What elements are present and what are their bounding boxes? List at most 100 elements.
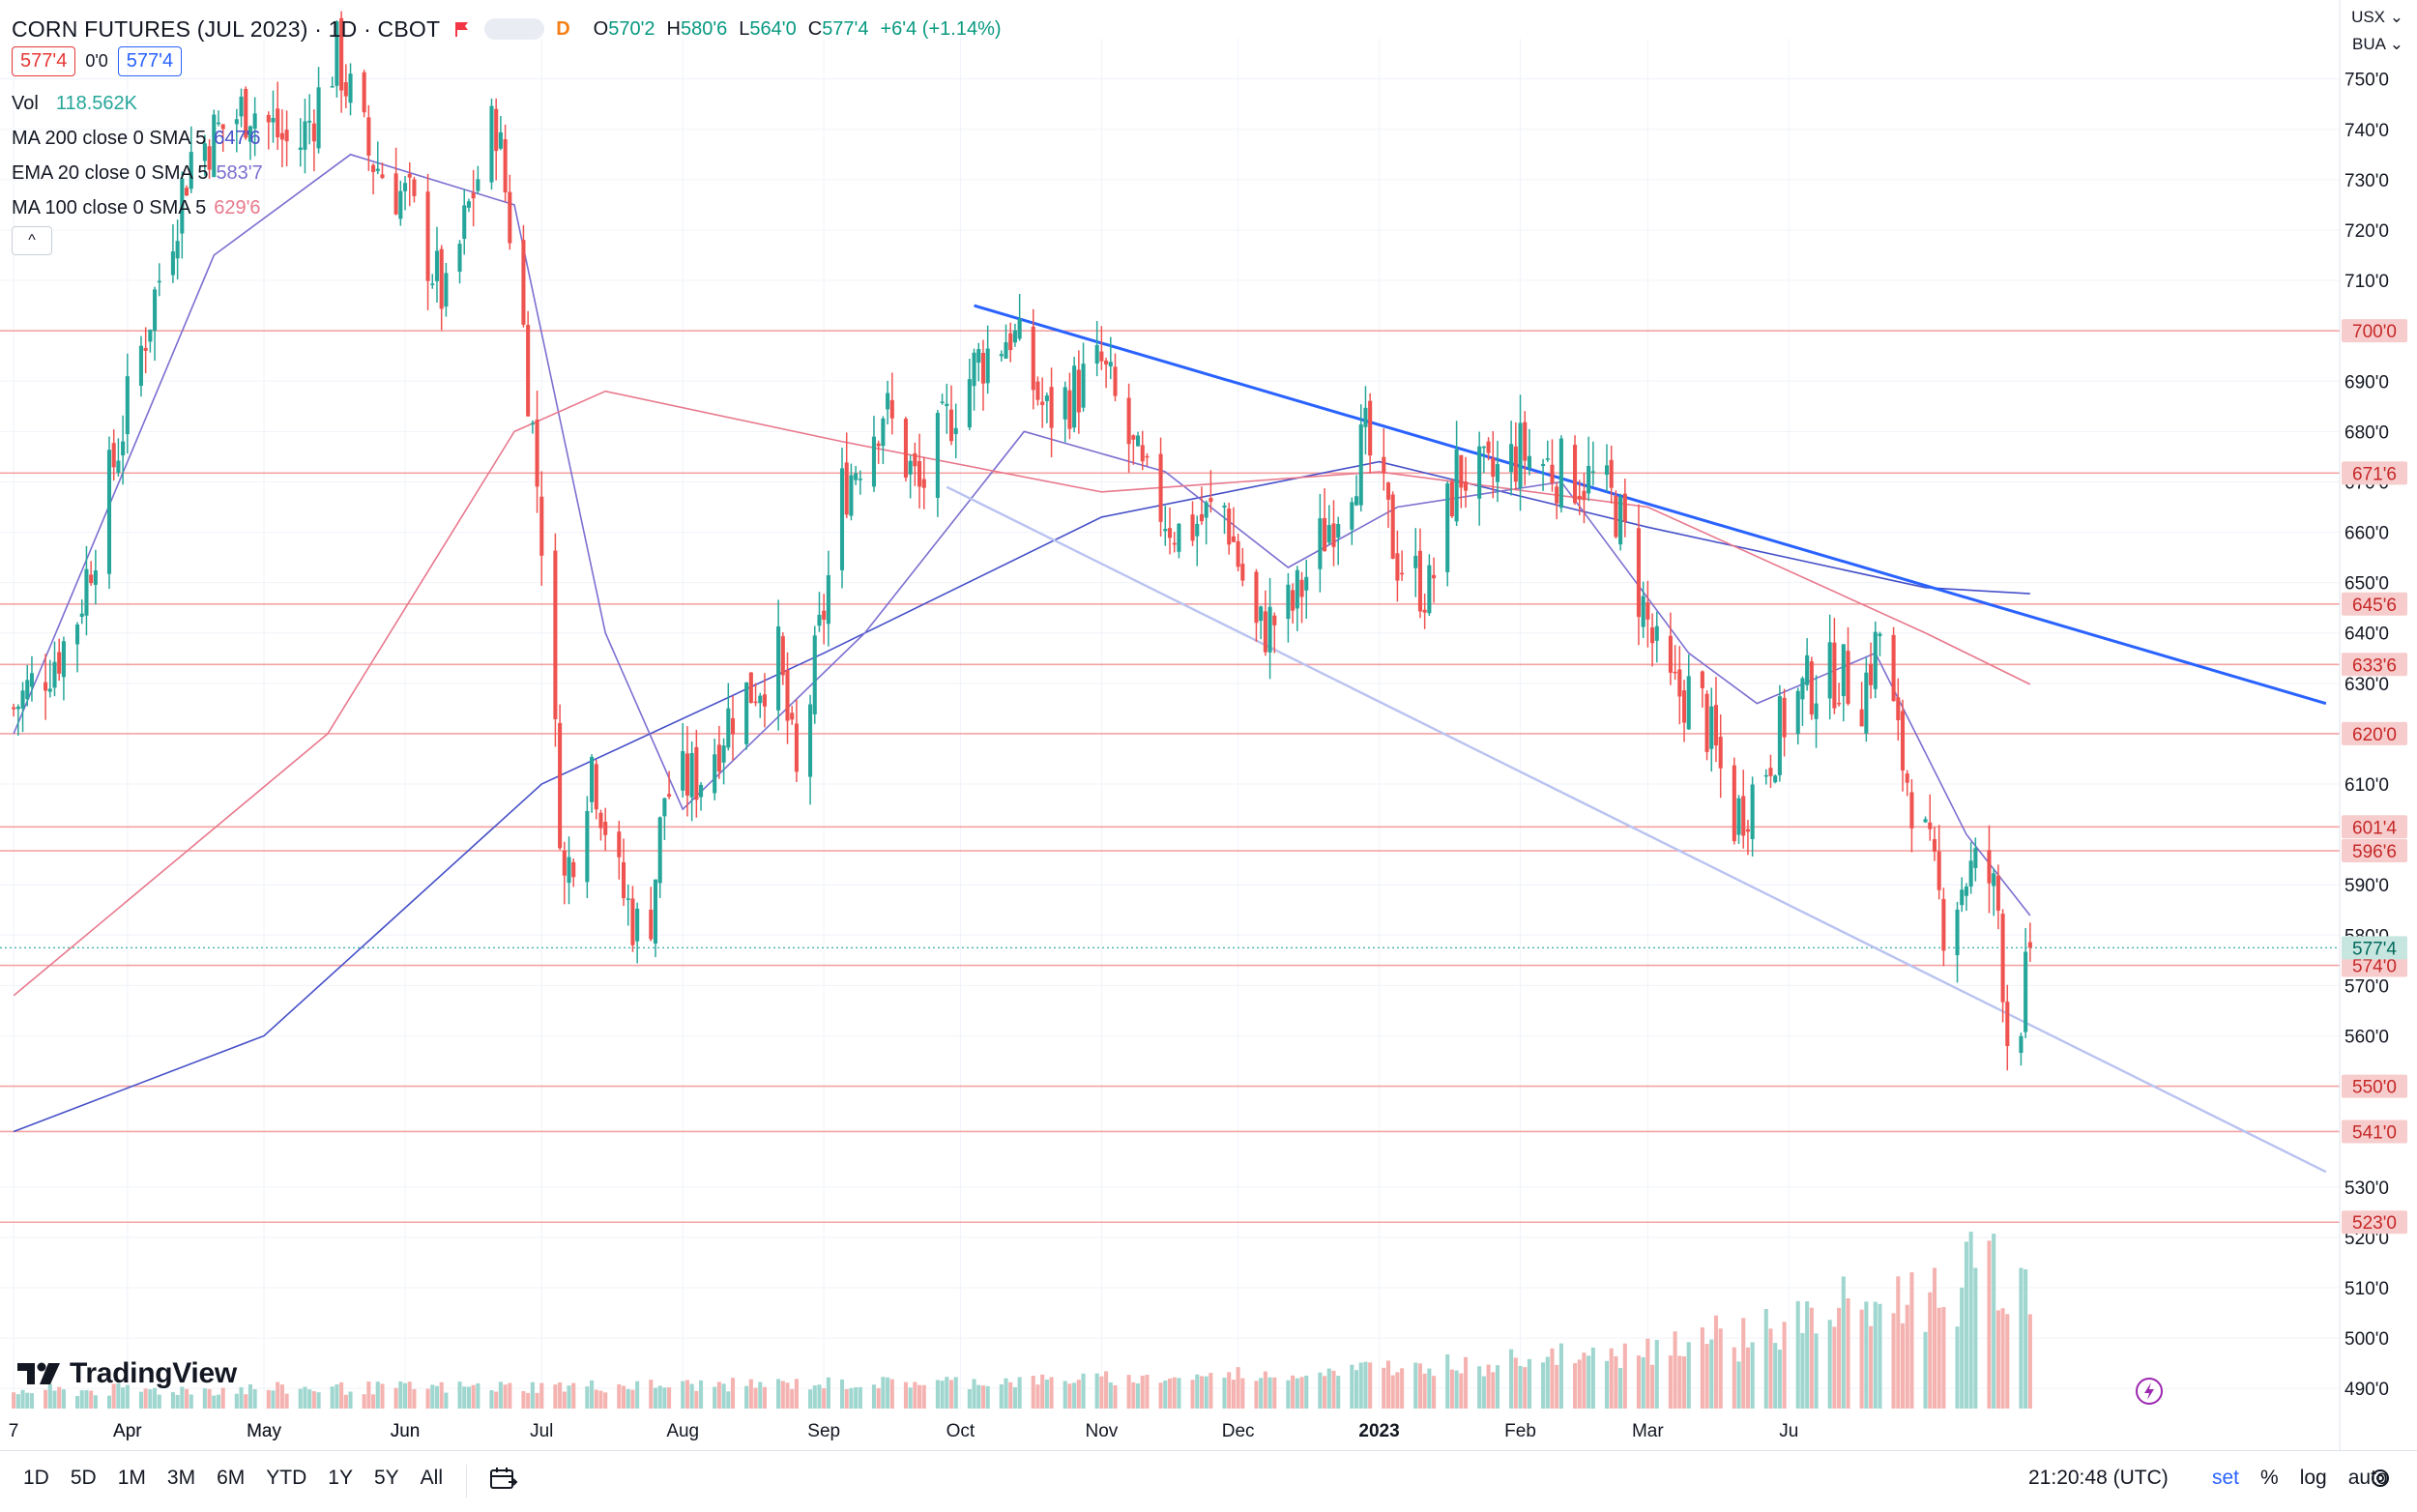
lightning-icon[interactable] (2135, 1377, 2164, 1406)
volume-bar (61, 1389, 66, 1409)
high-value: 580'6 (680, 17, 728, 40)
scale-options: set % log auto (2212, 1467, 2388, 1490)
scale-option-auto[interactable]: auto (2347, 1467, 2388, 1489)
volume-bar (1236, 1367, 1240, 1409)
candle-body (362, 72, 366, 113)
timeframe-1d[interactable]: 1D (23, 1467, 49, 1489)
volume-bar (748, 1379, 753, 1409)
volume-bar (25, 1392, 30, 1409)
collapse-legend-button[interactable]: ^ (12, 226, 52, 255)
candle-body (170, 251, 175, 276)
candle-body (1896, 697, 1901, 720)
candle-body (412, 179, 417, 196)
volume-bar (1099, 1376, 1104, 1409)
candle-body (871, 436, 877, 487)
candle-body (111, 443, 116, 468)
candle-body (948, 409, 954, 442)
candle-body (393, 173, 398, 215)
scale-option-log[interactable]: log (2299, 1467, 2327, 1489)
candle-body (1846, 651, 1850, 704)
candle-body (343, 82, 348, 97)
volume-bar (1358, 1362, 1363, 1409)
volume-bar (175, 1394, 180, 1409)
volume-bar (1995, 1310, 2000, 1409)
indicator-label: EMA 20 close 0 SMA 5 (12, 162, 209, 184)
order-boxes: 577'4 0'0 577'4 (12, 46, 183, 76)
candle-body (780, 636, 785, 676)
candle-body (157, 280, 161, 283)
candle-body (1614, 495, 1618, 538)
volume-bar (393, 1387, 398, 1409)
volume-bar (1891, 1313, 1896, 1409)
timeframe-1m[interactable]: 1M (117, 1467, 146, 1489)
candle-body (380, 174, 385, 179)
candle-body (1673, 671, 1677, 674)
volume-bar (1677, 1355, 1682, 1409)
volume-bar (1390, 1375, 1395, 1409)
indicator-ma100[interactable]: MA 100 close 0 SMA 5 629'6 (12, 197, 261, 219)
candle-body (1323, 517, 1327, 552)
flag-icon[interactable] (453, 20, 471, 38)
volume-bar (303, 1386, 307, 1409)
volume-bar (366, 1381, 371, 1409)
indicator-ema20[interactable]: EMA 20 close 0 SMA 5 583'7 (12, 162, 263, 185)
candle-body (790, 712, 795, 720)
level-price-label: 541'0 (2352, 1122, 2397, 1143)
scale-option-set[interactable]: set (2212, 1467, 2240, 1489)
candle-body (1454, 449, 1459, 522)
volume-bar (1354, 1370, 1359, 1409)
timeframe-5d[interactable]: 5D (70, 1467, 97, 1489)
volume-bar (1459, 1373, 1464, 1409)
candle-body (945, 403, 949, 407)
candle-body (1113, 366, 1118, 396)
timeframe-all[interactable]: All (420, 1467, 443, 1489)
candle-body (143, 347, 148, 351)
volume-bar (1622, 1343, 1627, 1409)
volume-bar (808, 1389, 813, 1409)
candle-body (999, 354, 1004, 357)
tradingview-logo[interactable]: TradingView (15, 1357, 237, 1390)
gear-icon[interactable] (2367, 1465, 2394, 1492)
calendar-range-icon[interactable] (487, 1465, 518, 1494)
candle-body (20, 690, 25, 709)
symbol-title[interactable]: CORN FUTURES (JUL 2023) · 1D · CBOT (12, 15, 441, 42)
timeframe-1y[interactable]: 1Y (328, 1467, 353, 1489)
scale-option-percent[interactable]: % (2260, 1467, 2279, 1489)
unit-selector[interactable]: BUA ⌄ (2352, 35, 2403, 53)
candle-body (1891, 634, 1896, 702)
candle-body (716, 744, 721, 772)
volume-bar (439, 1381, 444, 1409)
volume-bar (380, 1383, 385, 1409)
candle-body (744, 682, 749, 744)
market-status-pill[interactable] (484, 18, 545, 40)
timeframe-ytd[interactable]: YTD (266, 1467, 307, 1489)
time-tick-label: Dec (1222, 1421, 1255, 1441)
timeframe-6m[interactable]: 6M (217, 1467, 246, 1489)
timeframe-5y[interactable]: 5Y (373, 1467, 399, 1489)
level-price-badge (2342, 815, 2407, 839)
candle-body (1049, 387, 1054, 428)
indicator-volume[interactable]: Vol 118.562K (12, 93, 137, 115)
indicator-value: 647'6 (214, 128, 261, 149)
candle-body (1572, 445, 1578, 504)
candle-body (1518, 422, 1523, 488)
volume-bar (362, 1394, 366, 1409)
volume-bar (1896, 1276, 1901, 1409)
volume-bar (1750, 1342, 1755, 1409)
buy-price-box[interactable]: 577'4 (117, 46, 183, 76)
sell-price-box[interactable]: 577'4 (12, 46, 76, 76)
volume-bar (489, 1390, 494, 1409)
currency-selector[interactable]: USX ⌄ (2351, 8, 2403, 26)
volume-bar (526, 1392, 531, 1409)
volume-bar (1049, 1377, 1054, 1409)
utc-clock[interactable]: 21:20:48 (UTC) (2028, 1467, 2169, 1489)
candle-body (1481, 446, 1486, 449)
indicator-ma200[interactable]: MA 200 close 0 SMA 5 647'6 (12, 128, 261, 150)
volume-bar (917, 1384, 922, 1409)
timeframe-3m[interactable]: 3M (166, 1467, 196, 1489)
candle-body (972, 352, 976, 387)
level-price-label: 671'6 (2352, 464, 2397, 484)
candle-body (1932, 839, 1937, 852)
candle-body (503, 139, 508, 193)
